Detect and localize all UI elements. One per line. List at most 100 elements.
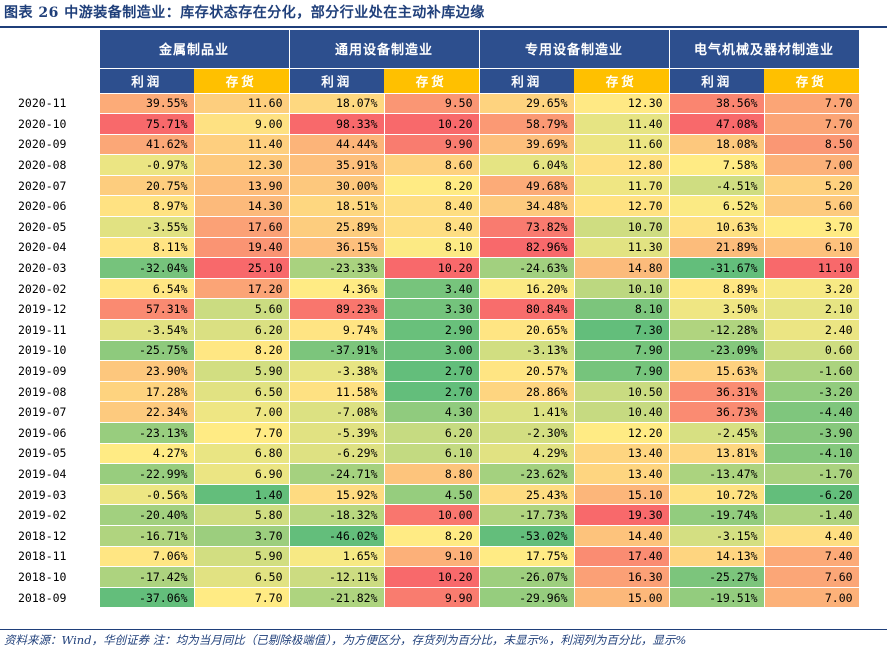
inventory-cell: 12.30 [193,154,290,176]
profit-cell: 80.84% [478,298,575,321]
inventory-cell: 7.70 [193,586,290,609]
inventory-cell: 11.70 [573,174,670,197]
row-date: 2018-11 [0,546,99,567]
inventory-cell: 10.70 [573,216,670,238]
inventory-cell: 7.40 [763,545,860,568]
profit-cell: 89.23% [288,298,385,321]
inventory-cell: 17.20 [193,277,290,300]
inventory-cell: -1.60 [763,360,860,382]
profit-cell: 18.07% [288,92,385,115]
profit-cell: 23.90% [98,360,195,382]
profit-cell: 18.08% [668,133,765,156]
profit-cell: 15.63% [668,360,765,382]
profit-cell: 6.04% [478,154,575,176]
row-date: 2019-08 [0,381,99,402]
table-row: 2019-09 23.90% 5.90 -3.38% 2.70 20.57% 7.90 15.… [0,360,860,382]
inventory-cell: 14.80 [573,257,670,279]
inventory-cell: 6.90 [193,463,290,485]
inventory-cell: 7.30 [573,319,670,341]
inventory-cell: 2.40 [763,319,860,341]
profit-cell: 25.89% [288,216,385,238]
table-row: 2018-10 -17.42% 6.50 -12.11% 10.20 -26.07% 16.… [0,566,860,588]
profit-cell: 98.33% [288,113,385,135]
profit-cell: 20.65% [478,319,575,341]
inventory-cell: 3.40 [383,277,480,300]
inventory-cell: 7.70 [193,422,290,444]
profit-cell: -2.45% [668,422,765,444]
table-row: 2019-08 17.28% 6.50 11.58% 2.70 28.86% 10.50 36… [0,380,860,403]
row-date: 2019-05 [0,443,99,464]
inventory-cell: 13.40 [573,463,670,485]
profit-cell: 58.79% [478,113,575,135]
table-row: 2019-06 -23.13% 7.70 -5.39% 6.20 -2.30% 12.20-… [0,422,860,444]
inventory-cell: 11.60 [573,133,670,156]
profit-cell: 13.81% [668,442,765,465]
profit-cell: -19.51% [668,586,765,609]
profit-cell: 17.75% [478,545,575,568]
inventory-profit-table: 金属制品业 通用设备制造业 专用设备制造业 电气机械及器材制造业 利润 存货 利… [0,30,860,609]
inventory-cell: 7.00 [763,154,860,176]
inventory-cell: -4.40 [763,401,860,423]
profit-cell: -31.67% [668,257,765,279]
inventory-cell: 5.60 [193,298,290,321]
inventory-cell: -1.40 [763,504,860,526]
profit-cell: 49.68% [478,174,575,197]
group-header-metal-products: 金属制品业 [98,30,290,69]
profit-header: 利润 [98,68,194,94]
corner-cell [0,30,99,68]
profit-cell: -24.71% [288,463,385,485]
inventory-cell: 12.30 [573,92,670,115]
inventory-cell: 1.40 [193,483,290,506]
inventory-cell: 11.60 [193,92,290,115]
profit-cell: 10.63% [668,216,765,238]
profit-cell: 6.52% [668,195,765,218]
profit-cell: 7.58% [668,154,765,176]
inventory-header: 存货 [574,68,670,94]
profit-cell: 4.36% [288,277,385,300]
inventory-cell: 11.10 [763,257,860,279]
inventory-cell: 9.90 [383,133,480,156]
profit-cell: 14.13% [668,545,765,568]
table-row: 2019-12 57.31% 5.60 89.23% 3.30 80.84% 8.10 3.5… [0,298,860,321]
inventory-cell: 17.60 [193,216,290,238]
profit-cell: 75.71% [98,113,195,135]
profit-cell: 16.20% [478,277,575,300]
inventory-cell: 7.70 [763,92,860,115]
inventory-cell: -1.70 [763,463,860,485]
inventory-cell: 9.90 [383,586,480,609]
inventory-cell: 19.30 [573,504,670,526]
table-row: 2020-11 39.55% 11.60 18.07% 9.50 29.65% 12.30 3… [0,92,860,115]
profit-cell: -3.54% [98,319,195,341]
inventory-cell: 2.70 [383,360,480,382]
profit-cell: -23.09% [668,339,765,362]
row-date: 2020-11 [0,93,99,114]
inventory-cell: 5.90 [193,545,290,568]
corner-cell [0,68,99,93]
inventory-cell: 10.10 [573,277,670,300]
inventory-cell: 8.20 [383,174,480,197]
inventory-cell: 8.50 [763,133,860,156]
table-row: 2020-02 6.54% 17.20 4.36% 3.40 16.20% 10.10 8.8… [0,277,860,300]
inventory-cell: 4.40 [763,524,860,547]
profit-cell: 28.86% [478,380,575,403]
profit-cell: 21.89% [668,236,765,259]
profit-cell: -0.97% [98,154,195,176]
table-row: 2019-10 -25.75% 8.20 -37.91% 3.00 -3.13% 7.90-… [0,339,860,362]
inventory-cell: 16.30 [573,566,670,588]
inventory-cell: 10.00 [383,504,480,526]
profit-cell: 22.34% [98,401,195,423]
profit-cell: 8.89% [668,277,765,300]
profit-cell: 10.72% [668,483,765,506]
figure-title: 图表 26 中游装备制造业：库存状态存在分化，部分行业处在主动补库边缘 [4,5,485,21]
profit-cell: -20.40% [98,504,195,526]
inventory-header: 存货 [384,68,480,94]
profit-cell: -32.04% [98,257,195,279]
inventory-cell: 12.20 [573,422,670,444]
inventory-cell: 6.80 [193,442,290,465]
row-date: 2020-07 [0,175,99,196]
inventory-cell: 2.90 [383,319,480,341]
profit-cell: -5.39% [288,422,385,444]
row-date: 2020-03 [0,257,99,279]
row-date: 2020-02 [0,278,99,299]
row-date: 2019-06 [0,422,99,444]
